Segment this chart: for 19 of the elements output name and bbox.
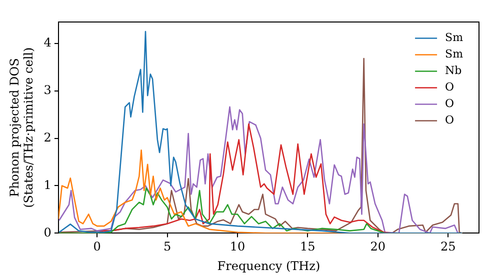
y-tick-label: 1 (44, 178, 52, 192)
x-tick-label: 5 (163, 240, 172, 254)
x-tick-label: 10 (230, 240, 246, 254)
legend-label: Sm (445, 48, 464, 61)
y-tick-label: 4 (44, 35, 52, 50)
y-tick-label: 0 (44, 225, 52, 240)
legend-label: O (445, 97, 454, 110)
legend-label: O (445, 114, 454, 127)
y-axis-title: Phonon projected DOS (States/THz·primitive cell) (7, 47, 36, 208)
y-tick-label: 3 (44, 82, 52, 97)
x-tick-label: 20 (370, 240, 386, 254)
legend-label: Nb (445, 64, 462, 78)
x-tick-label: 25 (440, 240, 456, 254)
y-tick-label: 2 (44, 130, 52, 144)
x-axis-title: Frequency (THz) (217, 258, 320, 273)
legend-label: O (445, 80, 454, 94)
x-tick-label: 15 (300, 240, 316, 254)
legend-label: Sm (445, 31, 464, 44)
x-tick-label: 0 (93, 240, 101, 254)
